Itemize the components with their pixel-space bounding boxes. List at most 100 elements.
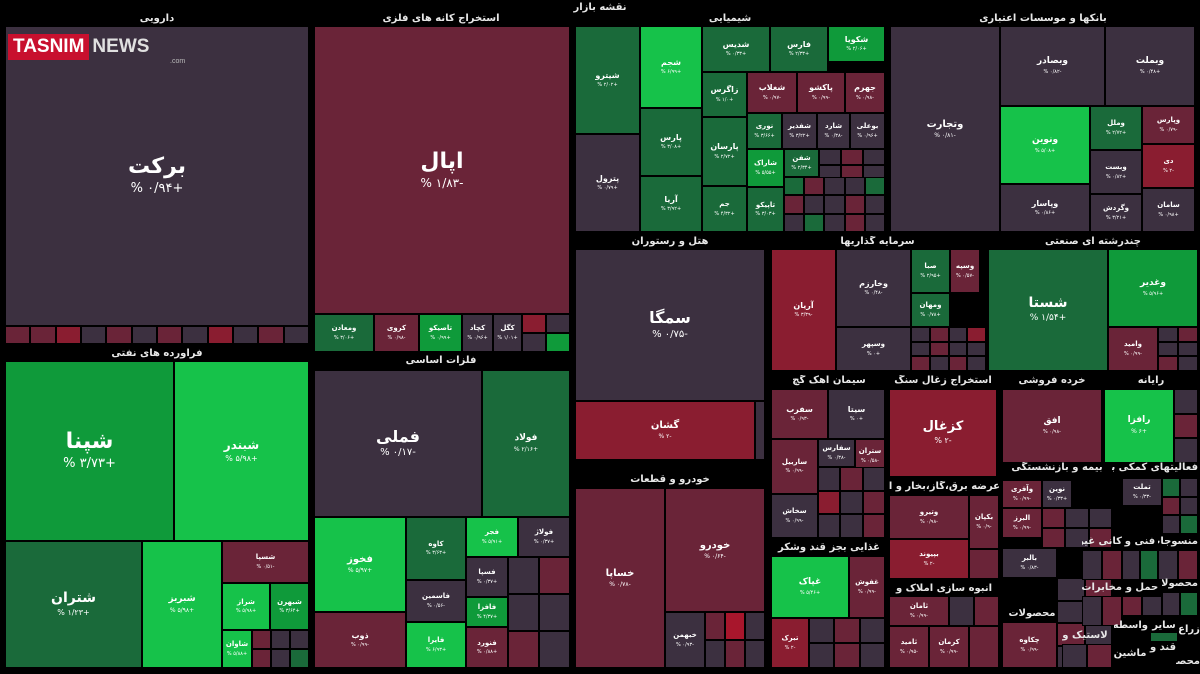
tile-فجر[interactable]: فجر +۵/۹۱ %	[466, 517, 518, 557]
tile-وغدیر[interactable]: وغدیر +۵/۹۶ %	[1108, 249, 1198, 327]
tile-خبهمن[interactable]: خبهمن -۰/۹۳ %	[665, 612, 705, 668]
tile-پاکشو[interactable]: پاکشو -۰/۹۹ %	[797, 72, 845, 113]
tile-وآفری[interactable]: وآفری -۰/۹۹ %	[1002, 480, 1042, 508]
tile-شیترو[interactable]: شیترو +۲/۰۲ %	[575, 26, 640, 134]
tile-شبریز[interactable]: شبریز +۵/۹۸ %	[142, 541, 222, 668]
tile-کروی[interactable]: کروی -۰/۹۸ %	[374, 314, 419, 352]
tile-غپاک[interactable]: غپاک +۵/۴۶ %	[771, 556, 849, 618]
tile-نوری[interactable]: نوری +۳/۶۶ %	[747, 113, 782, 149]
tile-شستا[interactable]: شستا +۱/۵۴ %	[988, 249, 1108, 371]
tile-شفذیر[interactable]: شفذیر +۳/۲۲ %	[782, 113, 817, 149]
tile-فولاد[interactable]: فولاد +۲/۱۶ %	[482, 370, 570, 517]
tile-سفرب[interactable]: سفرب -۰/۹۳ %	[771, 389, 828, 439]
tile-شبندر[interactable]: شبندر +۵/۹۸ %	[174, 361, 309, 541]
tile-وبست[interactable]: وبست +۰/۸۲ %	[1090, 150, 1142, 194]
tile-کرمان[interactable]: کرمان -۰/۹۹ %	[929, 626, 969, 668]
tile-کزغال[interactable]: کزغال -۲ %	[889, 389, 997, 477]
tile-کاوه[interactable]: کاوه +۳/۶۳ %	[406, 517, 466, 580]
tile-فنورد[interactable]: فنورد +۰/۸۸ %	[466, 627, 508, 668]
tile-شغلاب[interactable]: شغلاب -۰/۹۷ %	[747, 72, 797, 113]
tile-شدیس[interactable]: شدیس +۰/۳۳ %	[702, 26, 770, 72]
tile-فارس[interactable]: فارس +۲/۳۳ %	[770, 26, 828, 72]
tile-تاصیکو[interactable]: تاصیکو +۰/۹۹ %	[419, 314, 462, 352]
tile-صبا[interactable]: صبا +۲/۹۵ %	[911, 249, 950, 293]
tile-فملی[interactable]: فملی -۰/۱۷ %	[314, 370, 482, 517]
tile-خودرو[interactable]: خودرو -۰/۶۴ %	[665, 488, 765, 612]
tile-شفن[interactable]: شفن +۲/۳۴ %	[784, 149, 819, 177]
tile-وسپه[interactable]: وسپه -۰/۵۷ %	[950, 249, 980, 293]
tile-وملل[interactable]: وملل +۲/۷۲ %	[1090, 106, 1142, 150]
tile-ومعادن[interactable]: ومعادن +۳/۰۶ %	[314, 314, 374, 352]
tile-کگل[interactable]: کگل +۱/۰۱ %	[493, 314, 522, 352]
tile-پترول[interactable]: پترول +۰/۷۹ %	[575, 134, 640, 232]
tile-سفارس[interactable]: سفارس -۰/۳۸ %	[818, 439, 855, 467]
tile-پارس[interactable]: پارس +۳/۰۸ %	[640, 108, 702, 176]
tile-وپارس[interactable]: وپارس -۰/۷۹ %	[1142, 106, 1195, 144]
tile-فولاژ[interactable]: فولاژ +۰/۳۷ %	[518, 517, 570, 557]
tile-شاراک[interactable]: شاراک +۵/۵۵ %	[747, 149, 784, 187]
tile-وبصادر[interactable]: وبصادر -۰/۸۲ %	[1000, 26, 1105, 106]
tile-سامان[interactable]: سامان +۰/۹۸ %	[1142, 188, 1195, 232]
tile-شبهرن[interactable]: شبهرن +۳/۶۴ %	[270, 583, 309, 630]
tile-بپیوند[interactable]: بپیوند -۲ %	[889, 539, 969, 579]
tile-جم[interactable]: جم +۴/۳۲ %	[702, 186, 747, 232]
tile-پارسان[interactable]: پارسان +۲/۷۲ %	[702, 117, 747, 186]
tile-وپاسار[interactable]: وپاسار +۰/۸۶ %	[1000, 184, 1090, 232]
tile-وتیرو[interactable]: وتیرو -۰/۹۸ %	[889, 495, 969, 539]
tile-البرز[interactable]: البرز -۰/۹۹ %	[1002, 508, 1042, 538]
minor-tile	[252, 630, 271, 649]
tile-زاگرس[interactable]: زاگرس +۱/۰ %	[702, 72, 747, 117]
tile-شپنا[interactable]: شپنا +۳/۷۳ %	[5, 361, 174, 541]
tile-گشان[interactable]: گشان -۲ %	[575, 401, 755, 460]
tile-سیتا[interactable]: سیتا +۰ %	[828, 389, 885, 439]
tile-وامید[interactable]: وامید -۰/۹۹ %	[1108, 327, 1158, 371]
tile-شتران[interactable]: شتران +۱/۲۳ %	[5, 541, 142, 668]
minor-tile	[1178, 327, 1198, 342]
tile-کچاد[interactable]: کچاد +۰/۹۶ %	[462, 314, 493, 352]
tile-تبرک[interactable]: تبرک -۲ %	[771, 618, 809, 668]
tile-اپال[interactable]: اپال -۱/۸۳ %	[314, 26, 570, 314]
tile-symbol: شدیس	[722, 39, 750, 49]
tile-رافزا[interactable]: رافزا +۶ %	[1104, 389, 1174, 463]
minor-tile	[948, 327, 968, 342]
tile-شجم[interactable]: شجم +۶/۹۹ %	[640, 26, 702, 108]
tile-وبملت[interactable]: وبملت +۰/۴۸ %	[1105, 26, 1195, 106]
tile-خساپا[interactable]: خساپا -۰/۷۸ %	[575, 488, 665, 668]
tile-ثامید[interactable]: ثامید -۰/۹۵ %	[889, 626, 929, 668]
tile-بالبر[interactable]: بالبر -۰/۸۳ %	[1002, 548, 1057, 578]
tile-آریا[interactable]: آریا +۳/۹۲ %	[640, 176, 702, 232]
tile-جهرم[interactable]: جهرم -۰/۹۸ %	[845, 72, 885, 113]
tile-ومهان[interactable]: ومهان +۰/۷۸ %	[911, 293, 950, 327]
tile-شارد[interactable]: شارد -۰/۳۸ %	[817, 113, 850, 149]
tile-برکت[interactable]: برکت +۰/۹۴ %	[5, 26, 309, 326]
tile-سخاش[interactable]: سخاش -۰/۹۹ %	[771, 494, 818, 538]
tile-شاوان[interactable]: شاوان +۵/۸۸ %	[222, 630, 252, 668]
tile-نوین[interactable]: نوین +۰/۳۳ %	[1042, 480, 1072, 508]
tile-شسپا[interactable]: شسپا -۰/۵۱ %	[222, 541, 309, 583]
tile-آریان[interactable]: آریان -۳/۳۹ %	[771, 249, 836, 371]
tile-وگردش[interactable]: وگردش +۳/۲۱ %	[1090, 194, 1142, 232]
tile-بوعلی[interactable]: بوعلی +۰/۹۶ %	[850, 113, 885, 149]
tile-سمگا[interactable]: سمگا -۰/۷۵ %	[575, 249, 765, 401]
tile-شراز[interactable]: شراز +۵/۹۸ %	[222, 583, 270, 630]
tile-ونوین[interactable]: ونوین +۵/۰۸ %	[1000, 106, 1090, 184]
tile-وتجارت[interactable]: وتجارت -۰/۸۱ %	[890, 26, 1000, 232]
tile-فایرا[interactable]: فایرا +۶/۹۳ %	[406, 622, 466, 668]
tile-فاسمین[interactable]: فاسمین -۰/۵۶ %	[406, 580, 466, 622]
tile-فافزا[interactable]: فافزا +۴/۳۷ %	[466, 597, 508, 627]
tile-فخوز[interactable]: فخوز +۵/۹۷ %	[314, 517, 406, 612]
tile-دی[interactable]: دی -۲ %	[1142, 144, 1195, 188]
tile-وخارزم[interactable]: وخارزم -۰/۴۸ %	[836, 249, 911, 327]
tile-فسپا[interactable]: فسپا +۰/۳۷ %	[466, 557, 508, 597]
tile-ساربیل[interactable]: ساربیل -۰/۹۹ %	[771, 439, 818, 494]
tile-شکویا[interactable]: شکویا +۲/۰۶ %	[828, 26, 885, 62]
tile-بکپان[interactable]: بکپان -۰/۹ %	[969, 495, 999, 549]
tile-وسپهر[interactable]: وسپهر +۰ %	[836, 327, 911, 371]
tile-ذوب[interactable]: ذوب -۰/۹۹ %	[314, 612, 406, 668]
tile-افق[interactable]: افق -۰/۹۸ %	[1002, 389, 1102, 463]
tile-تملت[interactable]: تملت -۰/۳۳ %	[1122, 478, 1162, 506]
tile-چکاوه[interactable]: چکاوه -۰/۹۹ %	[1002, 622, 1057, 668]
tile-ثامان[interactable]: ثامان -۰/۹۹ %	[889, 596, 949, 626]
tile-تاپیکو[interactable]: تاپیکو +۳/۰۳ %	[747, 187, 784, 232]
tile-غفوش[interactable]: غفوش -۰/۹۹ %	[849, 556, 885, 618]
